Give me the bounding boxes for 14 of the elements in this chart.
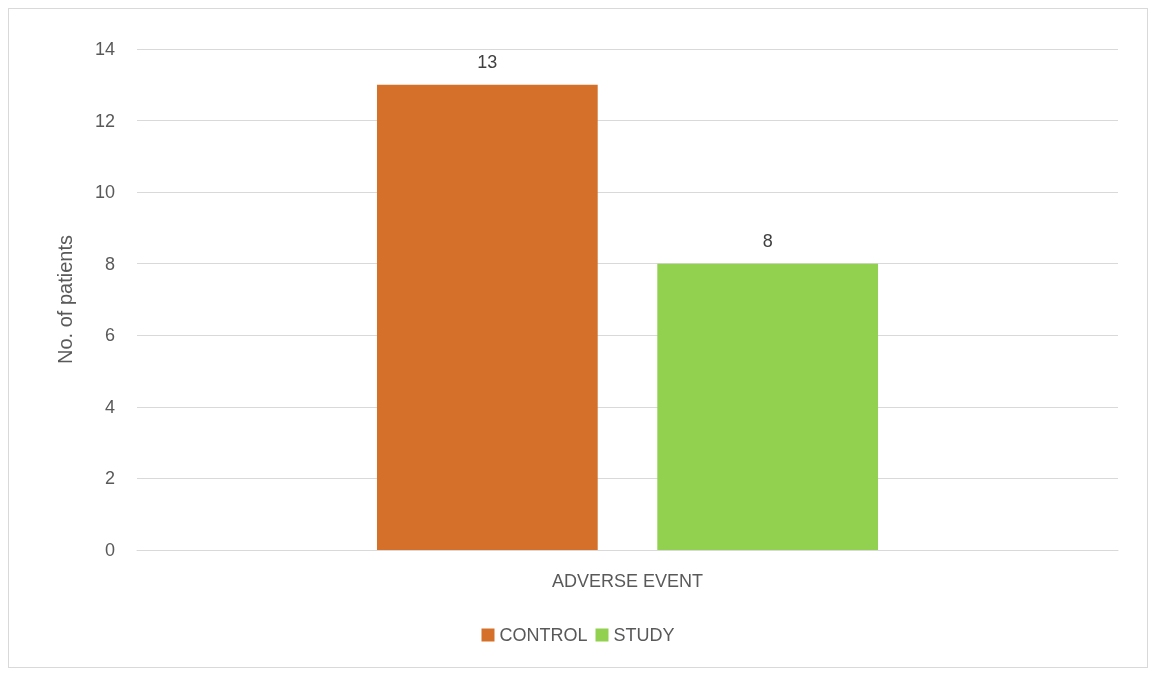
legend-label: CONTROL — [499, 625, 588, 645]
data-label: 8 — [762, 230, 773, 251]
y-axis-title: No. of patients — [54, 235, 76, 364]
y-tick-label: 10 — [94, 182, 115, 203]
y-tick-label: 6 — [104, 325, 115, 346]
data-label: 13 — [477, 51, 498, 72]
y-tick-label: 4 — [104, 396, 115, 417]
y-tick-label: 8 — [104, 253, 115, 274]
y-tick-label: 0 — [104, 540, 115, 560]
y-tick-label: 2 — [104, 468, 115, 489]
y-tick-label: 12 — [94, 110, 115, 131]
x-tick-label: ADVERSE EVENT — [551, 571, 704, 591]
y-tick-label: 14 — [94, 39, 115, 59]
legend-label: STUDY — [613, 625, 675, 645]
